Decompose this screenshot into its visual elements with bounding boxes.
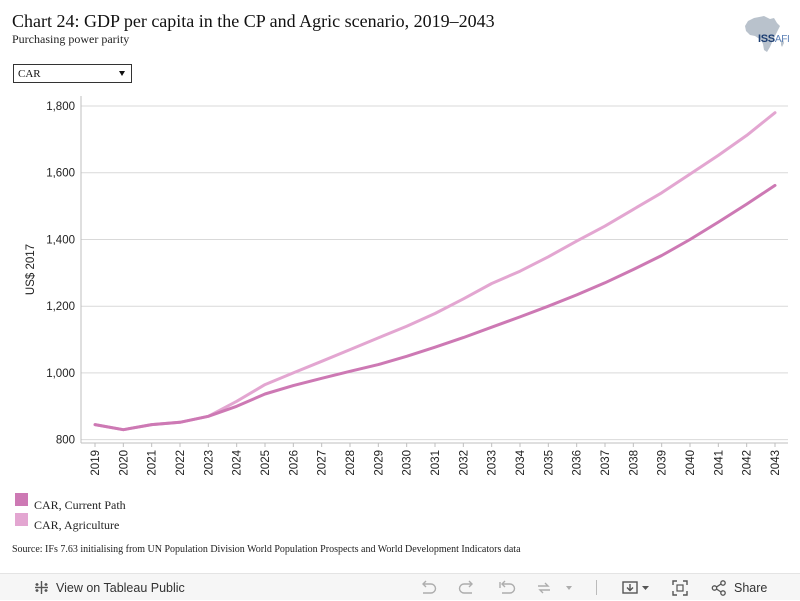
download-icon (622, 580, 649, 594)
x-tick-label: 2035 (543, 450, 555, 476)
x-tick-label: 2022 (175, 450, 187, 476)
axis-labels: 800 1,000 1,200 1,400 1,600 1,800 2019 2020 2021… (25, 101, 782, 476)
dropdown-arrow-icon (119, 71, 125, 76)
x-tick-label: 2032 (458, 450, 470, 476)
y-axis-title: US$ 2017 (25, 244, 37, 295)
tableau-logo-icon (35, 581, 48, 594)
x-tick-label: 2040 (685, 450, 697, 476)
revert-icon (499, 580, 516, 594)
series-lines (93, 111, 777, 432)
x-tick-label: 2038 (628, 450, 640, 476)
x-tick-label: 2029 (373, 450, 385, 476)
grid-lines (81, 105, 788, 441)
x-tick-label: 2021 (147, 450, 159, 476)
redo-icon (458, 580, 473, 594)
view-on-tableau-link[interactable]: View on Tableau Public (34, 574, 185, 601)
axes (80, 96, 788, 447)
toolbar-divider (596, 580, 597, 595)
x-tick-label: 2043 (770, 450, 782, 476)
view-on-tableau-label: View on Tableau Public (56, 580, 185, 595)
y-tick-label: 1,200 (46, 301, 75, 313)
y-tick-label: 1,400 (46, 234, 75, 246)
legend-swatch-agriculture (15, 513, 28, 526)
x-tick-label: 2024 (232, 449, 244, 475)
tableau-toolbar: View on Tableau Public (0, 573, 800, 600)
x-tick-label: 2042 (742, 450, 754, 476)
x-tick-label: 2031 (430, 450, 442, 476)
refresh-icon (538, 582, 572, 593)
x-tick-label: 2041 (713, 450, 725, 476)
legend-swatch-current-path (15, 493, 28, 506)
x-tick-label: 2025 (260, 450, 272, 476)
x-tick-label: 2023 (203, 450, 215, 476)
chart-subtitle: Purchasing power parity (12, 32, 130, 46)
source-note: Source: IFs 7.63 initialising from UN Po… (12, 544, 521, 555)
x-tick-label: 2019 (90, 450, 102, 476)
x-tick-label: 2033 (487, 450, 499, 476)
fullscreen-button[interactable] (672, 574, 688, 601)
share-label: Share (734, 580, 768, 595)
x-tick-label: 2028 (345, 450, 357, 476)
x-tick-label: 2034 (515, 449, 527, 475)
y-tick-label: 800 (56, 435, 75, 447)
x-tick-label: 2026 (288, 450, 300, 476)
x-tick-label: 2036 (572, 450, 584, 476)
iss-logo: ISSAFI (740, 14, 794, 54)
series-line-current-path[interactable] (93, 183, 777, 432)
x-tick-label: 2020 (118, 450, 130, 476)
x-tick-label: 2039 (657, 450, 669, 476)
share-button[interactable]: Share (711, 574, 767, 601)
y-tick-label: 1,000 (46, 368, 75, 380)
x-tick-label: 2027 (317, 450, 329, 476)
chart-title: Chart 24: GDP per capita in the CP and A… (12, 11, 495, 31)
undo-icon (422, 580, 437, 594)
country-filter-dropdown[interactable]: CAR (13, 64, 132, 83)
fullscreen-icon (672, 579, 688, 596)
refresh-button[interactable] (536, 574, 572, 601)
undo-button[interactable] (419, 574, 437, 601)
x-tick-label: 2030 (402, 450, 414, 476)
line-chart: 800 1,000 1,200 1,400 1,600 1,800 2019 2020 2021… (25, 96, 788, 476)
y-tick-label: 1,600 (46, 168, 75, 180)
legend-label-agriculture: CAR, Agriculture (34, 518, 120, 532)
share-icon (711, 579, 726, 596)
y-tick-label: 1,800 (46, 101, 75, 113)
revert-button[interactable] (498, 574, 516, 601)
dropdown-selected-value: CAR (18, 68, 41, 80)
download-button[interactable] (622, 574, 652, 601)
logo-text: ISSAFI (758, 33, 790, 45)
series-line-agriculture[interactable] (93, 111, 777, 432)
x-tick-label: 2037 (600, 450, 612, 476)
africa-map-icon (745, 16, 784, 52)
redo-button[interactable] (458, 574, 476, 601)
legend-label-current-path: CAR, Current Path (34, 498, 126, 512)
